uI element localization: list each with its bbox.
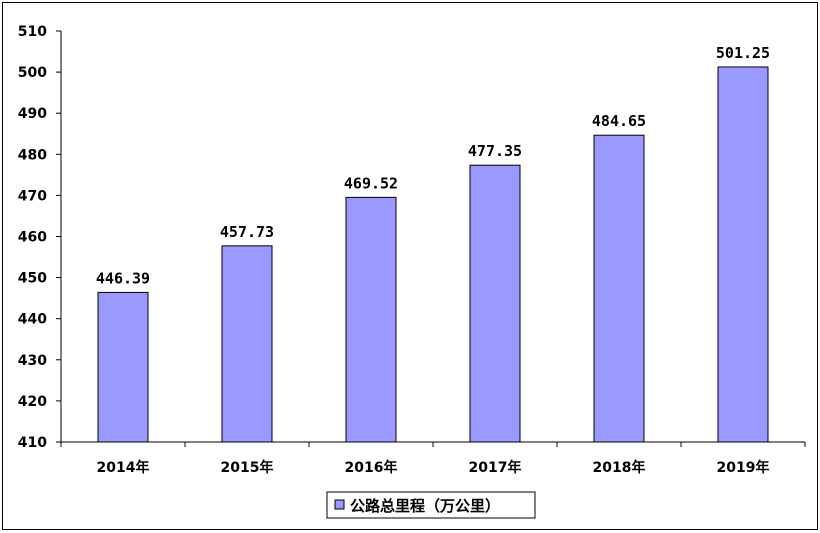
y-tick-label: 470 [18,188,47,204]
x-tick-label-4: 2018年 [593,459,646,476]
bar-2 [345,196,397,443]
y-tick-label: 460 [18,230,47,246]
bar-0 [97,291,149,443]
bar-1 [221,245,273,443]
x-tick-label-2: 2016年 [345,459,398,476]
value-label-0: 446.39 [96,269,150,287]
legend-box [326,491,536,519]
x-tick-label-3: 2017年 [469,459,522,476]
y-tick-label: 450 [18,271,47,287]
bars [97,66,769,443]
value-label-5: 501.25 [716,44,770,62]
value-label-1: 457.73 [220,223,274,241]
y-tick-label: 440 [18,312,47,328]
y-tick-label: 430 [18,353,47,369]
y-axis-ticks: 410 420 430 440 450 460 470 480 490 500 510 [18,24,61,451]
value-labels: 446.39 457.73 469.52 477.35 484.65 501.25 [96,44,770,287]
legend-label: 公路总里程（万公里） [350,497,500,515]
y-tick-label: 420 [18,394,47,410]
y-tick-label: 490 [18,106,47,122]
bar-3 [469,164,521,443]
legend-swatch [334,499,345,510]
y-tick-label: 500 [18,65,47,81]
legend: 公路总里程（万公里） [326,491,536,519]
x-axis-ticks: 2014年 2015年 2016年 2017年 2018年 2019年 [60,442,806,476]
y-tick-label: 480 [18,147,47,163]
y-tick-label: 510 [18,24,47,40]
bar-4 [593,134,645,443]
value-label-2: 469.52 [344,174,398,192]
bar-5 [717,66,769,443]
y-tick-label: 410 [18,435,47,451]
x-tick-label-5: 2019年 [717,459,770,476]
value-label-3: 477.35 [468,142,522,160]
value-label-4: 484.65 [592,112,646,130]
x-tick-label-1: 2015年 [221,459,274,476]
x-tick-label-0: 2014年 [97,459,150,476]
